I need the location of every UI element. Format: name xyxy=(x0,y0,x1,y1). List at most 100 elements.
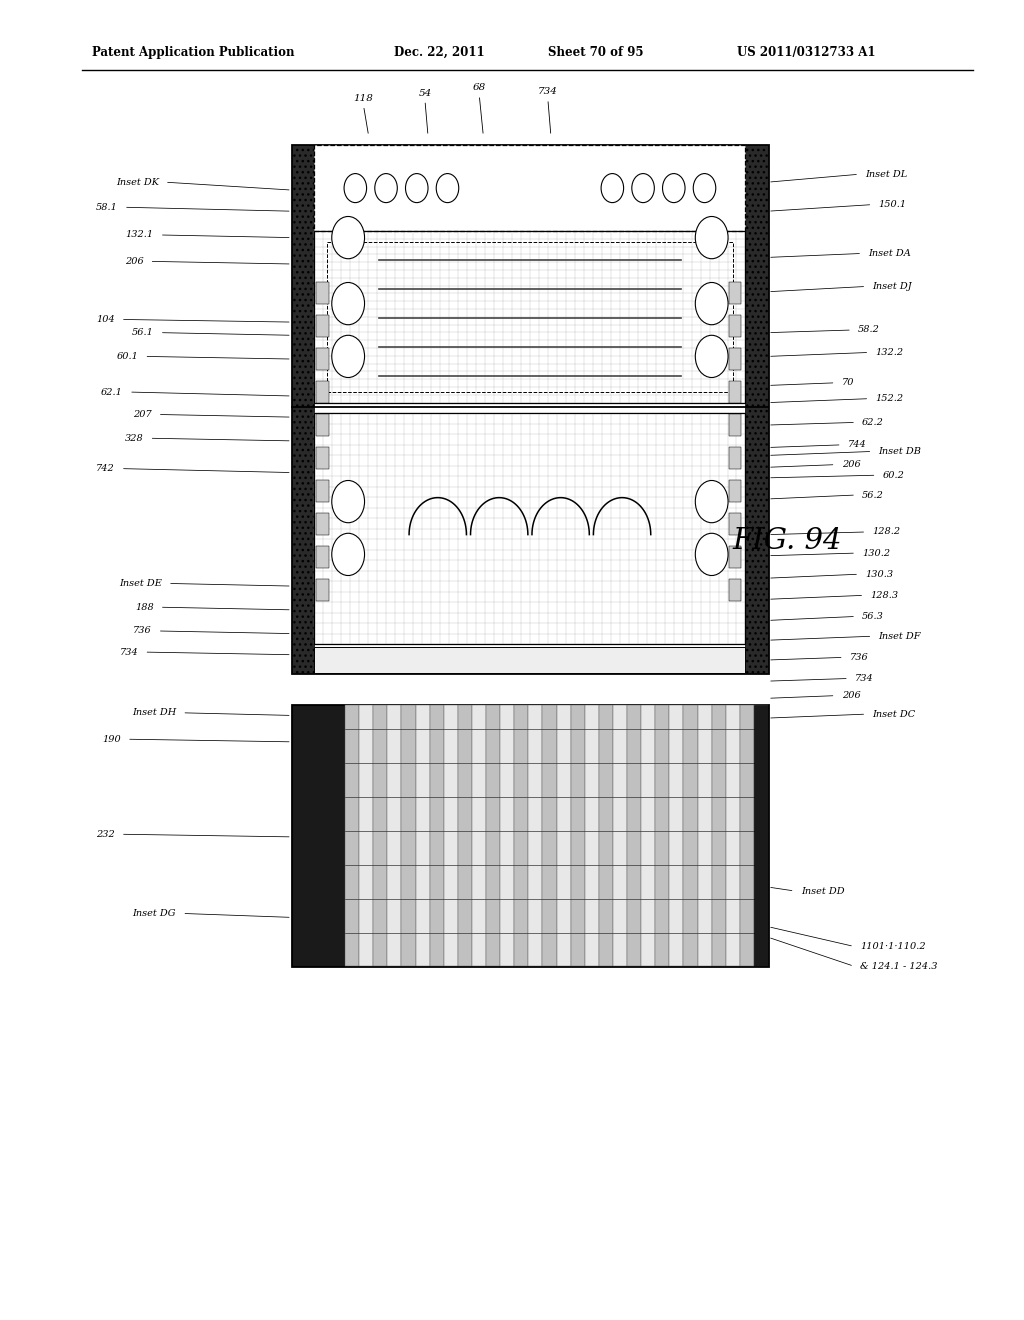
Bar xyxy=(327,242,733,392)
Text: 734: 734 xyxy=(120,648,138,656)
Circle shape xyxy=(332,335,365,378)
Text: Patent Application Publication: Patent Application Publication xyxy=(92,46,295,59)
Bar xyxy=(316,480,329,502)
Bar xyxy=(500,705,514,966)
Text: Inset DG: Inset DG xyxy=(133,909,176,917)
Circle shape xyxy=(436,173,459,202)
Text: 1101·1·110.2: 1101·1·110.2 xyxy=(860,942,926,950)
Text: 68: 68 xyxy=(473,83,485,92)
Text: Inset DH: Inset DH xyxy=(132,709,176,717)
Bar xyxy=(316,447,329,469)
Bar xyxy=(729,480,741,502)
Text: Dec. 22, 2011: Dec. 22, 2011 xyxy=(394,46,485,59)
Bar xyxy=(543,705,557,966)
Bar xyxy=(599,705,613,966)
Bar xyxy=(697,705,712,966)
Bar xyxy=(729,381,741,403)
Bar xyxy=(585,705,599,966)
Bar xyxy=(729,513,741,535)
Bar xyxy=(754,705,768,966)
Circle shape xyxy=(332,216,365,259)
Bar xyxy=(712,705,726,966)
Circle shape xyxy=(695,335,728,378)
Bar xyxy=(416,705,430,966)
Bar xyxy=(316,414,329,436)
Bar xyxy=(316,546,329,568)
Text: FIG. 94: FIG. 94 xyxy=(732,527,842,556)
Bar xyxy=(316,315,329,337)
Bar xyxy=(528,705,543,966)
Bar xyxy=(670,705,683,966)
Text: 104: 104 xyxy=(96,315,115,323)
Text: & 124.1 - 124.3: & 124.1 - 124.3 xyxy=(860,962,938,970)
Circle shape xyxy=(693,173,716,202)
Text: 58.1: 58.1 xyxy=(96,203,118,211)
Text: 70: 70 xyxy=(842,379,854,387)
Text: 130.3: 130.3 xyxy=(865,570,893,578)
Text: 232: 232 xyxy=(96,830,115,838)
Circle shape xyxy=(344,173,367,202)
Text: Inset DJ: Inset DJ xyxy=(872,282,912,290)
Bar xyxy=(316,282,329,304)
Text: 56.1: 56.1 xyxy=(132,329,154,337)
Bar xyxy=(514,705,528,966)
Text: Inset DL: Inset DL xyxy=(865,170,907,178)
Text: Inset DK: Inset DK xyxy=(116,178,159,186)
Bar xyxy=(430,705,443,966)
Text: 206: 206 xyxy=(842,461,860,469)
Bar xyxy=(345,705,359,966)
Bar xyxy=(387,705,401,966)
Circle shape xyxy=(601,173,624,202)
Text: 62.1: 62.1 xyxy=(101,388,123,396)
Bar xyxy=(729,579,741,601)
Text: 188: 188 xyxy=(135,603,154,611)
Text: 150.1: 150.1 xyxy=(879,201,906,209)
Text: 56.3: 56.3 xyxy=(862,612,884,620)
Text: Inset DB: Inset DB xyxy=(879,447,922,455)
Bar xyxy=(570,705,585,966)
Bar xyxy=(292,145,314,673)
Bar xyxy=(613,705,627,966)
Circle shape xyxy=(695,216,728,259)
Bar xyxy=(726,705,739,966)
Bar xyxy=(443,705,458,966)
Bar xyxy=(374,705,387,966)
Bar xyxy=(683,705,697,966)
Text: 60.1: 60.1 xyxy=(117,352,138,360)
Bar xyxy=(401,705,416,966)
Text: US 2011/0312733 A1: US 2011/0312733 A1 xyxy=(737,46,876,59)
Text: 132.2: 132.2 xyxy=(876,348,903,356)
Bar xyxy=(472,705,486,966)
Text: 328: 328 xyxy=(125,434,143,442)
Bar xyxy=(655,705,670,966)
Text: Inset DE: Inset DE xyxy=(119,579,162,587)
Bar xyxy=(314,413,745,644)
Text: 118: 118 xyxy=(353,94,374,103)
Text: 736: 736 xyxy=(133,627,152,635)
Bar xyxy=(739,705,754,966)
Bar xyxy=(745,145,768,673)
Text: 734: 734 xyxy=(538,87,558,96)
Text: 60.2: 60.2 xyxy=(883,471,904,479)
Bar xyxy=(627,705,641,966)
Bar xyxy=(729,447,741,469)
Circle shape xyxy=(406,173,428,202)
Bar xyxy=(641,705,655,966)
Bar xyxy=(729,315,741,337)
Text: 742: 742 xyxy=(96,465,115,473)
Circle shape xyxy=(632,173,654,202)
Bar xyxy=(292,705,345,966)
Text: Inset DA: Inset DA xyxy=(868,249,911,257)
Circle shape xyxy=(332,282,365,325)
Bar xyxy=(729,282,741,304)
Text: 128.3: 128.3 xyxy=(870,591,898,599)
Text: Sheet 70 of 95: Sheet 70 of 95 xyxy=(548,46,643,59)
Text: 744: 744 xyxy=(848,441,866,449)
Text: 190: 190 xyxy=(102,735,121,743)
Circle shape xyxy=(332,533,365,576)
Text: 62.2: 62.2 xyxy=(862,418,884,426)
Text: 56.2: 56.2 xyxy=(862,491,884,499)
Bar xyxy=(754,705,768,966)
Circle shape xyxy=(663,173,685,202)
Bar xyxy=(729,414,741,436)
